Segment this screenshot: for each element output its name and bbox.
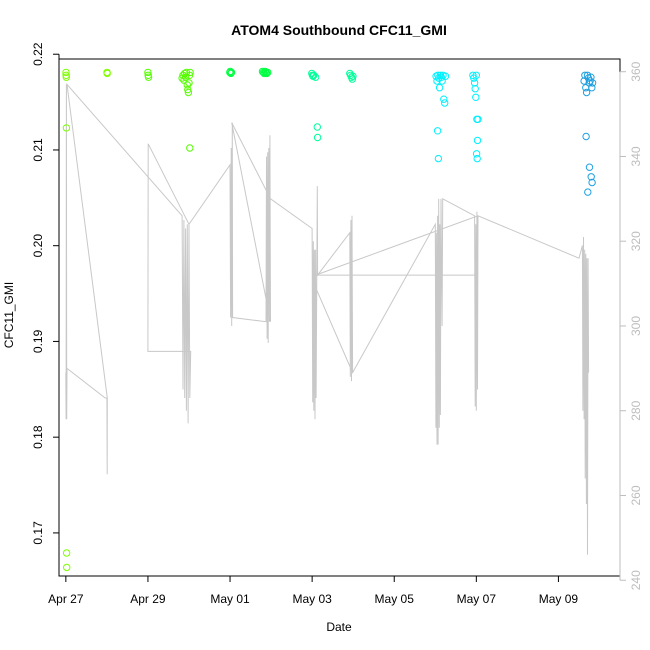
data-point: [184, 88, 193, 97]
y-tick-label: 0.21: [31, 138, 45, 162]
x-tick-label: May 09: [539, 592, 579, 606]
data-point: [472, 71, 480, 80]
y-tick-label: 0.20: [31, 234, 45, 258]
data-point: [474, 115, 482, 124]
data-point: [472, 93, 480, 102]
secondary-series-line: [65, 82, 590, 555]
y-tick-label: 0.19: [31, 329, 45, 353]
data-point: [181, 69, 189, 78]
y2-tick-label: 360: [629, 61, 643, 81]
data-point: [62, 124, 71, 132]
y-tick-label: 0.17: [31, 521, 45, 545]
data-point: [258, 67, 267, 76]
data-point: [185, 71, 194, 80]
data-point: [348, 75, 356, 83]
data-point: [588, 79, 597, 87]
data-point: [313, 123, 321, 131]
data-point: [582, 132, 590, 141]
y-tick-label: 0.22: [31, 42, 45, 66]
data-point: [585, 163, 594, 171]
data-point: [227, 68, 236, 77]
x-tick-label: May 03: [292, 592, 332, 606]
data-point: [438, 77, 446, 85]
data-point: [103, 69, 111, 78]
data-point: [470, 79, 479, 87]
y2-axis: 240 260 280 300 320 340 360: [619, 61, 643, 590]
data-point: [62, 73, 71, 81]
data-point: [144, 73, 153, 81]
data-point: [441, 72, 450, 80]
data-point: [584, 188, 592, 196]
data-point: [313, 133, 322, 142]
y-tick-label: 0.18: [31, 425, 45, 449]
x-tick-label: Apr 29: [130, 592, 166, 606]
plot-frame: [58, 58, 621, 577]
data-point: [437, 73, 445, 81]
data-point: [263, 69, 271, 78]
data-point: [588, 178, 596, 187]
data-point: [144, 68, 152, 77]
y2-tick-label: 280: [629, 400, 643, 420]
data-point: [587, 173, 595, 181]
x-axis: Apr 27 Apr 29 May 01 May 03 May 05 May 07 May …: [48, 575, 579, 606]
y2-tick-label: 320: [629, 231, 643, 251]
data-point: [259, 68, 268, 77]
data-point: [62, 68, 70, 77]
x-axis-label: Date: [326, 620, 352, 634]
data-point: [186, 144, 194, 152]
data-point: [310, 71, 318, 80]
y2-tick-label: 300: [629, 316, 643, 336]
y2-tick-label: 340: [629, 146, 643, 166]
data-point: [433, 127, 442, 135]
data-point: [62, 549, 71, 557]
y2-tick-label: 240: [629, 570, 643, 590]
data-point: [473, 136, 482, 145]
data-point: [582, 88, 591, 97]
data-point: [472, 150, 481, 158]
data-point: [183, 81, 192, 89]
data-point: [349, 72, 357, 80]
data-point: [62, 563, 71, 572]
y-axis-label: CFC11_GMI: [2, 282, 16, 348]
chart-title: ATOM4 Southbound CFC11_GMI: [231, 22, 447, 38]
y2-tick-label: 260: [629, 485, 643, 505]
data-point: [186, 68, 194, 77]
data-point: [311, 73, 320, 81]
data-point: [181, 73, 190, 81]
data-point: [440, 95, 448, 103]
secondary-line-layer: [65, 82, 590, 555]
x-tick-label: May 01: [210, 592, 250, 606]
x-tick-label: May 07: [457, 592, 497, 606]
y-axis: 0.17 0.18 0.19 0.20 0.21 0.22: [31, 42, 60, 545]
data-point: [471, 85, 479, 93]
points-layer: [62, 67, 597, 572]
data-point: [473, 154, 481, 163]
x-tick-label: Apr 27: [48, 592, 84, 606]
data-point: [434, 154, 443, 163]
x-tick-label: May 05: [375, 592, 415, 606]
data-point: [588, 84, 596, 92]
data-point: [441, 99, 449, 107]
data-point: [435, 84, 444, 92]
data-point: [264, 68, 272, 77]
data-point: [185, 79, 193, 87]
